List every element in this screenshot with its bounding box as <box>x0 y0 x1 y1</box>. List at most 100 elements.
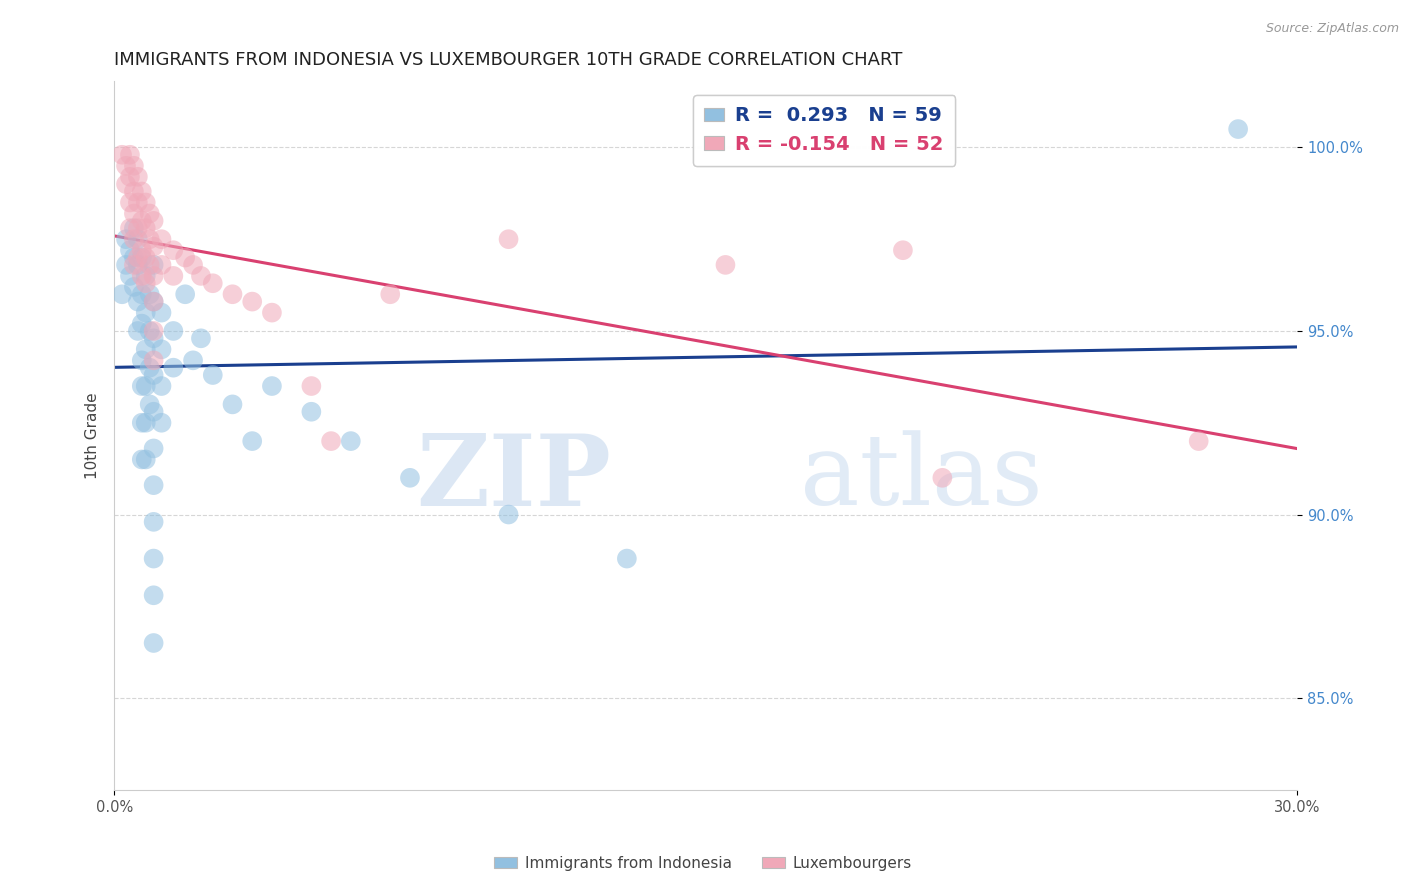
Point <box>138 206 160 220</box>
Point <box>131 268 153 283</box>
Point <box>142 353 165 368</box>
Text: ZIP: ZIP <box>416 430 612 526</box>
Point <box>260 305 283 319</box>
Point <box>221 287 243 301</box>
Point <box>150 258 173 272</box>
Point <box>122 258 145 272</box>
Point <box>127 232 149 246</box>
Point <box>127 251 149 265</box>
Point <box>142 268 165 283</box>
Point <box>118 169 141 184</box>
Point <box>118 221 141 235</box>
Point <box>127 169 149 184</box>
Point <box>115 232 138 246</box>
Point <box>138 287 160 301</box>
Text: Source: ZipAtlas.com: Source: ZipAtlas.com <box>1265 22 1399 36</box>
Point <box>142 368 165 382</box>
Point <box>299 405 322 419</box>
Point <box>142 239 165 253</box>
Point <box>181 258 204 272</box>
Point <box>142 636 165 650</box>
Point <box>135 305 157 319</box>
Point <box>138 397 160 411</box>
Point <box>122 232 145 246</box>
Point <box>142 331 165 345</box>
Point <box>131 287 153 301</box>
Point <box>131 353 153 368</box>
Point <box>150 379 173 393</box>
Y-axis label: 10th Grade: 10th Grade <box>86 392 100 479</box>
Point <box>714 258 737 272</box>
Point <box>142 294 165 309</box>
Point <box>931 471 953 485</box>
Point <box>142 324 165 338</box>
Point <box>122 280 145 294</box>
Point <box>131 244 153 258</box>
Point <box>181 353 204 368</box>
Point <box>127 324 149 338</box>
Point <box>111 287 134 301</box>
Point <box>135 268 157 283</box>
Point <box>190 331 212 345</box>
Point <box>118 195 141 210</box>
Point <box>115 258 138 272</box>
Point <box>340 434 363 449</box>
Point <box>118 148 141 162</box>
Point <box>221 397 243 411</box>
Point <box>142 294 165 309</box>
Point <box>131 317 153 331</box>
Point <box>122 206 145 220</box>
Point <box>142 214 165 228</box>
Point <box>891 244 914 258</box>
Point <box>399 471 422 485</box>
Legend: R =  0.293   N = 59, R = -0.154   N = 52: R = 0.293 N = 59, R = -0.154 N = 52 <box>693 95 956 166</box>
Point <box>162 324 184 338</box>
Point <box>122 185 145 199</box>
Point <box>319 434 342 449</box>
Point <box>498 232 520 246</box>
Point <box>162 360 184 375</box>
Point <box>138 360 160 375</box>
Point <box>240 294 263 309</box>
Point <box>142 405 165 419</box>
Point <box>260 379 283 393</box>
Point <box>131 185 153 199</box>
Point <box>498 508 520 522</box>
Point <box>174 287 197 301</box>
Point <box>150 343 173 357</box>
Point <box>142 588 165 602</box>
Point <box>142 442 165 456</box>
Point <box>122 159 145 173</box>
Point <box>174 251 197 265</box>
Point <box>127 195 149 210</box>
Point <box>135 416 157 430</box>
Point <box>135 195 157 210</box>
Point <box>1188 434 1211 449</box>
Point <box>118 244 141 258</box>
Point <box>150 305 173 319</box>
Point <box>111 148 134 162</box>
Point <box>142 258 165 272</box>
Point <box>131 214 153 228</box>
Point <box>616 551 638 566</box>
Point <box>162 268 184 283</box>
Point <box>380 287 402 301</box>
Point <box>142 478 165 492</box>
Text: IMMIGRANTS FROM INDONESIA VS LUXEMBOURGER 10TH GRADE CORRELATION CHART: IMMIGRANTS FROM INDONESIA VS LUXEMBOURGE… <box>114 51 903 69</box>
Text: atlas: atlas <box>800 430 1043 526</box>
Point <box>135 343 157 357</box>
Point <box>115 177 138 191</box>
Point <box>127 258 149 272</box>
Point <box>162 244 184 258</box>
Point <box>131 416 153 430</box>
Point <box>127 294 149 309</box>
Point <box>138 232 160 246</box>
Point <box>142 551 165 566</box>
Point <box>135 277 157 291</box>
Legend: Immigrants from Indonesia, Luxembourgers: Immigrants from Indonesia, Luxembourgers <box>488 850 918 877</box>
Point <box>138 258 160 272</box>
Point <box>127 221 149 235</box>
Point <box>299 379 322 393</box>
Point <box>201 368 224 382</box>
Point <box>150 232 173 246</box>
